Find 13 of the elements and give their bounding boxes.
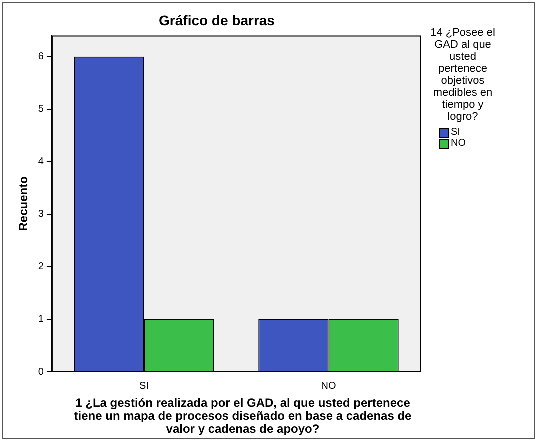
- legend-title: 14 ¿Posee el GAD al que usted pertenece objetivos medibles en tiempo y logro?: [430, 27, 496, 123]
- legend-label: NO: [451, 138, 466, 149]
- y-tick-label: 2: [38, 262, 44, 273]
- y-tick-label: 4: [38, 156, 44, 168]
- y-axis-title: Recuento: [16, 176, 31, 232]
- y-tick-label: 1: [38, 314, 44, 326]
- y-tick-label: 0: [38, 366, 44, 378]
- chart-title: Gráfico de barras: [159, 12, 276, 28]
- y-tick-label: 6: [38, 52, 44, 63]
- legend-label: SI: [451, 127, 460, 138]
- x-axis-title: 1 ¿La gestión realizada por el GAD, al que usted pertenece tiene un mapa de procesos diseñado en base a cadenas de valor y cadenas de apoyo?: [73, 396, 413, 436]
- y-tick-label: 3: [38, 209, 44, 220]
- y-tick-label: 5: [38, 104, 44, 116]
